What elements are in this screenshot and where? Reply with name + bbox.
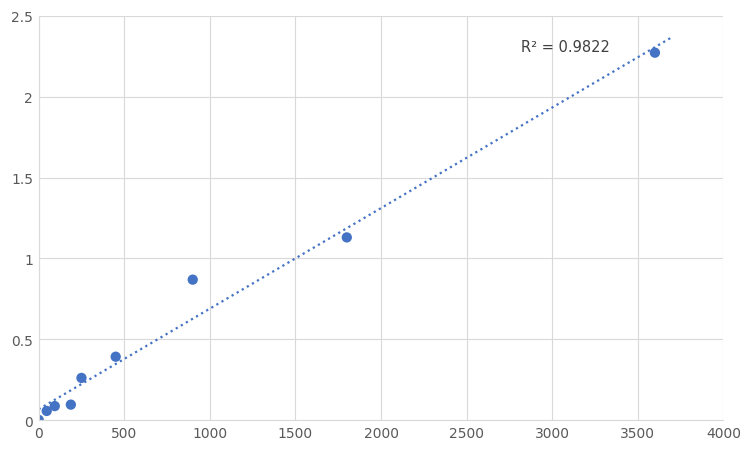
Point	[41, 407, 53, 414]
Point	[110, 353, 122, 360]
Point	[649, 50, 661, 57]
Point	[32, 416, 44, 423]
Point	[49, 403, 61, 410]
Text: R² = 0.9822: R² = 0.9822	[521, 40, 611, 55]
Point	[75, 374, 87, 382]
Point	[65, 401, 77, 408]
Point	[341, 234, 353, 241]
Point	[186, 276, 199, 284]
